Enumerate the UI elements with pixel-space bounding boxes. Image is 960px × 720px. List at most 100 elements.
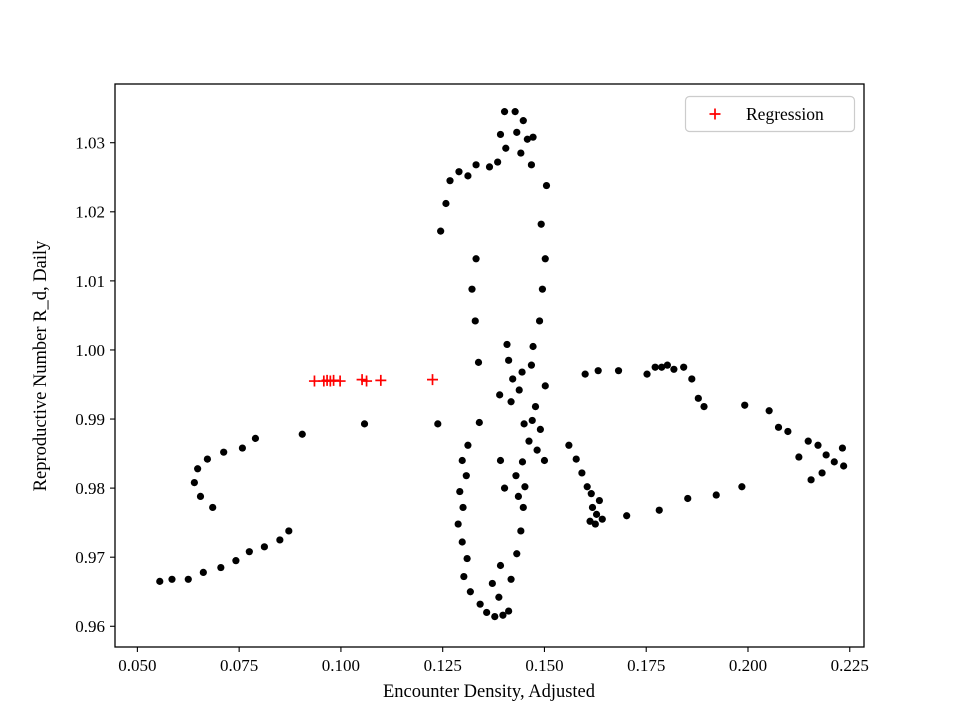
scatter-point [475,418,483,427]
x-tick-label: 0.200 [729,656,767,675]
x-tick-label: 0.125 [424,656,462,675]
y-tick-label: 1.01 [75,272,105,291]
scatter-point [700,403,708,411]
scatter-point [196,492,205,501]
scatter-point [520,420,528,428]
scatter-point [795,453,803,461]
scatter-point [523,135,531,143]
scatter-point [468,285,476,293]
scatter-point [814,441,822,449]
scatter-point [588,503,597,512]
regression-point [361,375,373,387]
y-tick-label: 0.97 [75,548,105,567]
scatter-point [614,367,623,375]
scatter-point [517,149,525,157]
scatter-point [840,462,848,470]
ticks-layer: 0.050 0.075 0.100 0.125 0.150 0.175 0.200 0.225… [75,134,869,675]
scatter-point [476,600,484,608]
scatter-point [511,108,519,116]
scatter-point [519,117,527,125]
scatter-point [298,430,306,438]
scatter-point [220,448,228,456]
scatter-point [533,446,541,454]
scatter-point [507,575,515,583]
scatter-point [536,425,544,433]
scatter-point [663,361,671,369]
scatter-point [245,548,253,556]
scatter-point [528,416,536,425]
scatter-point [491,613,499,621]
scatter-point [774,423,783,431]
scatter-point [658,363,666,371]
scatter-point [765,407,773,415]
scatter-point [583,483,591,491]
scatter-point [595,496,604,505]
scatter-point [500,484,509,492]
scatter-point [209,503,217,512]
scatter-point [464,172,472,180]
scatter-point [485,163,494,171]
scatter-point [483,608,491,617]
scatter-point [581,370,589,378]
legend: Regression [684,95,856,133]
scatter-point [525,437,533,445]
scatter-point [509,375,517,383]
scatter-point [471,317,479,325]
scatter-point [232,557,240,565]
scatter-point [458,456,466,465]
scatter-point [442,199,450,208]
y-axis-label: Reproductive Number R_d, Daily [31,240,51,491]
y-tick-label: 0.96 [75,617,105,636]
scatter-point [741,401,749,409]
scatter-point [217,563,225,572]
scatter-point [456,487,464,496]
scatter-point [572,455,580,463]
scatter-point [495,593,503,601]
scatter-point [462,472,470,480]
scatter-point [437,227,445,235]
scatter-point [804,437,812,445]
scatter-point [488,579,496,588]
scatter-point [537,220,545,228]
scatter-point [518,368,526,376]
scatter-point [496,391,504,399]
scatter-point [512,472,520,480]
scatter-point [500,108,509,116]
scatter-point [527,161,536,169]
scatter-point [503,340,511,349]
scatter-point [184,575,192,583]
scatter-point [591,520,599,528]
scatter-point [260,543,268,551]
x-tick-label: 0.050 [118,656,156,675]
scatter-point [460,572,468,581]
scatter-point [472,161,480,169]
regression-point [334,375,346,387]
scatter-point [643,370,651,378]
scatter-point [499,611,507,619]
scatter-point [446,177,454,185]
scatter-point [578,469,586,477]
scatter-point [472,255,480,263]
scatter-point [276,536,284,544]
scatter-point [822,451,830,459]
scatter-point [598,515,606,523]
x-tick-label: 0.100 [322,656,360,675]
scatter-point [680,363,688,371]
scatter-point [505,607,513,615]
scatter-point [531,403,540,411]
scatter-point [496,561,505,570]
axes-spines [114,83,865,648]
scatter-point [784,427,792,436]
scatter-point [434,420,442,428]
scatter-point [535,317,544,325]
scatter-point [190,478,198,487]
scatter-point [285,527,293,535]
scatter-point [670,365,678,373]
legend-label: Regression [746,104,824,124]
scatter-point [655,506,663,514]
y-tick-label: 0.99 [75,410,105,429]
scatter-point [818,469,826,477]
x-tick-label: 0.150 [525,656,563,675]
scatter-point [194,465,202,473]
